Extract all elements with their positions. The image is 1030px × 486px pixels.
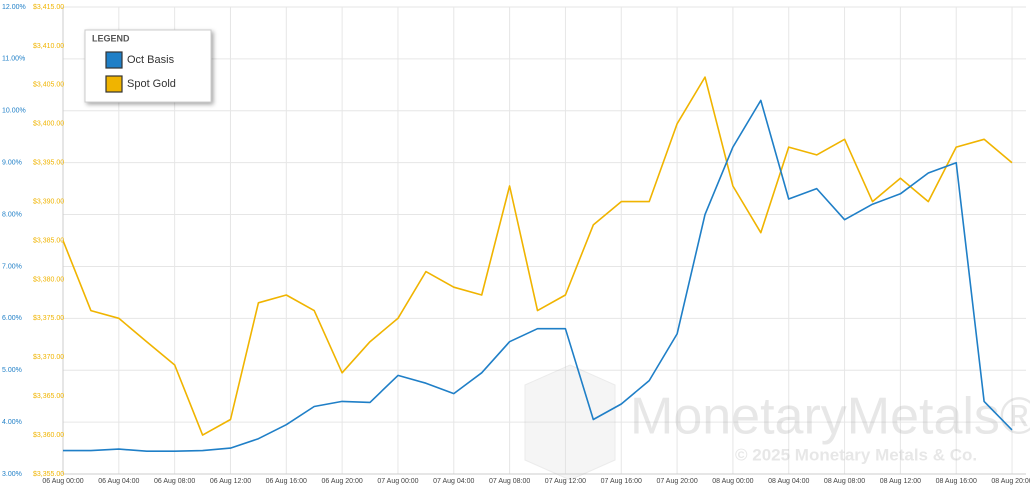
y-tick-label: 5.00% — [2, 367, 22, 374]
x-tick-label: 07 Aug 16:00 — [601, 478, 642, 485]
x-tick-label: 08 Aug 00:00 — [712, 478, 753, 485]
legend-label: Oct Basis — [127, 54, 175, 66]
series-line — [62, 76, 1013, 436]
x-tick-label: 08 Aug 20:00 — [991, 478, 1030, 485]
grid — [60, 6, 1026, 475]
y2-tick-label: $3,400.00 — [33, 121, 64, 128]
legend: LEGEND Oct Basis Spot Gold — [84, 29, 212, 103]
y-tick-label: 9.00% — [2, 160, 22, 167]
x-tick-label: 08 Aug 08:00 — [824, 478, 865, 485]
y-tick-label: 4.00% — [2, 419, 22, 426]
y2-tick-label: $3,395.00 — [33, 160, 64, 167]
x-tick-label: 06 Aug 16:00 — [266, 478, 307, 485]
y2-tick-label: $3,390.00 — [33, 198, 64, 205]
y-tick-label: 8.00% — [2, 211, 22, 218]
x-tick-label: 06 Aug 08:00 — [154, 478, 195, 485]
x-tick-label: 06 Aug 12:00 — [210, 478, 251, 485]
legend-title: LEGEND — [92, 33, 130, 43]
copyright: © 2025 Monetary Metals & Co. — [735, 445, 977, 464]
y-tick-label: 6.00% — [2, 315, 22, 322]
y2-tick-label: $3,415.00 — [33, 4, 64, 11]
legend-swatch — [105, 75, 123, 93]
x-tick-label: 06 Aug 04:00 — [98, 478, 139, 485]
x-tick-label: 08 Aug 04:00 — [768, 478, 809, 485]
y-tick-label: 11.00% — [2, 56, 25, 63]
y2-tick-label: $3,405.00 — [33, 82, 64, 89]
y2-tick-label: $3,410.00 — [33, 43, 64, 50]
y-tick-label: 10.00% — [2, 108, 26, 115]
y2-tick-label: $3,385.00 — [33, 237, 64, 244]
y2-tick-label: $3,365.00 — [33, 393, 64, 400]
series-line — [63, 99, 1013, 452]
x-tick-label: 07 Aug 08:00 — [489, 478, 530, 485]
plot — [62, 76, 1013, 452]
legend-swatch — [105, 51, 123, 69]
watermark-group: MonetaryMetals® © 2025 Monetary Metals &… — [524, 364, 1030, 481]
x-tick-label: 06 Aug 00:00 — [42, 478, 83, 485]
y2-tick-label: $3,355.00 — [33, 471, 64, 478]
x-tick-label: 08 Aug 12:00 — [880, 478, 921, 485]
y2-tick-label: $3,370.00 — [33, 354, 64, 361]
x-tick-label: 07 Aug 00:00 — [377, 478, 418, 485]
y-tick-label: 3.00% — [2, 471, 22, 478]
legend-label: Spot Gold — [127, 78, 176, 90]
x-tick-label: 07 Aug 12:00 — [545, 478, 586, 485]
legend-items: Oct Basis Spot Gold — [105, 51, 176, 93]
x-tick-label: 08 Aug 16:00 — [936, 478, 977, 485]
x-tick-label: 07 Aug 04:00 — [433, 478, 474, 485]
y2-tick-label: $3,360.00 — [33, 432, 64, 439]
x-tick-label: 07 Aug 20:00 — [656, 478, 697, 485]
watermark-logo — [524, 364, 616, 481]
y-tick-label: 12.00% — [2, 4, 26, 11]
watermark-text: MonetaryMetals® — [630, 388, 1030, 446]
x-tick-label: 06 Aug 20:00 — [321, 478, 362, 485]
y2-tick-label: $3,375.00 — [33, 315, 64, 322]
y-tick-label: 7.00% — [2, 263, 22, 270]
y2-tick-label: $3,380.00 — [33, 276, 64, 283]
